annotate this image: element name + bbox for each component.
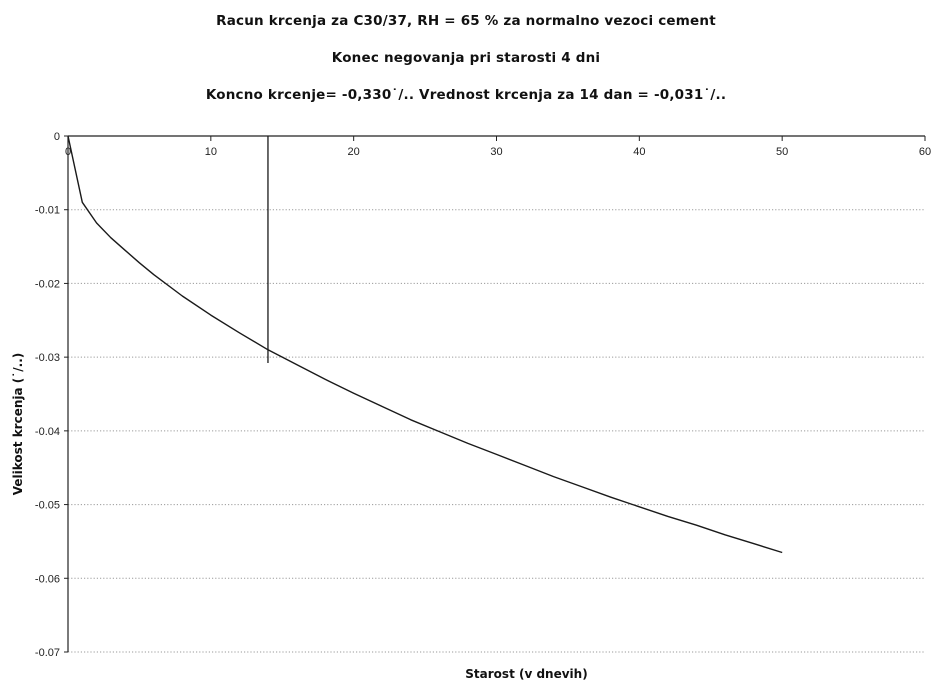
series-group bbox=[67, 135, 783, 554]
y-tick-labels: 0 -0.01 -0.02 -0.03 -0.04 -0.05 -0.06 -0.07 bbox=[35, 131, 60, 659]
chart-title-line-2: Konec negovanja pri starosti 4 dni bbox=[331, 50, 601, 66]
chart-title-line-1: Racun krcenja za C30/37, RH = 65 % za no… bbox=[216, 13, 716, 29]
x-tick-label-6: 60 bbox=[919, 146, 931, 158]
chart-title-line-3: Koncno krcenje= -0,330˙/.. Vrednost krce… bbox=[205, 87, 727, 103]
y-tick-label-4: -0.04 bbox=[35, 426, 60, 438]
x-tick-label-5: 50 bbox=[776, 146, 788, 158]
y-axis-title: Velikost krcenja (˙/..) bbox=[11, 353, 25, 496]
grid-lines bbox=[68, 135, 925, 653]
y-tick-label-3: -0.03 bbox=[35, 352, 60, 364]
x-tick-label-3: 30 bbox=[490, 146, 502, 158]
x-tick-labels: 0 10 20 30 40 50 60 bbox=[65, 146, 931, 158]
y-tick-label-1: -0.01 bbox=[35, 205, 60, 217]
x-tick-label-0: 0 bbox=[65, 146, 71, 158]
x-tick-label-2: 20 bbox=[348, 146, 360, 158]
y-tick-label-2: -0.02 bbox=[35, 278, 60, 290]
y-tick-label-5: -0.05 bbox=[35, 500, 60, 512]
x-tick-label-4: 40 bbox=[633, 146, 645, 158]
axes bbox=[64, 135, 926, 653]
y-tick-label-6: -0.06 bbox=[35, 573, 60, 585]
x-axis-title: Starost (v dnevih) bbox=[465, 667, 587, 681]
x-tick-label-1: 10 bbox=[205, 146, 217, 158]
y-tick-label-0: 0 bbox=[54, 131, 60, 143]
y-tick-label-7: -0.07 bbox=[35, 647, 60, 659]
shrinkage-curve-0 bbox=[67, 135, 783, 554]
